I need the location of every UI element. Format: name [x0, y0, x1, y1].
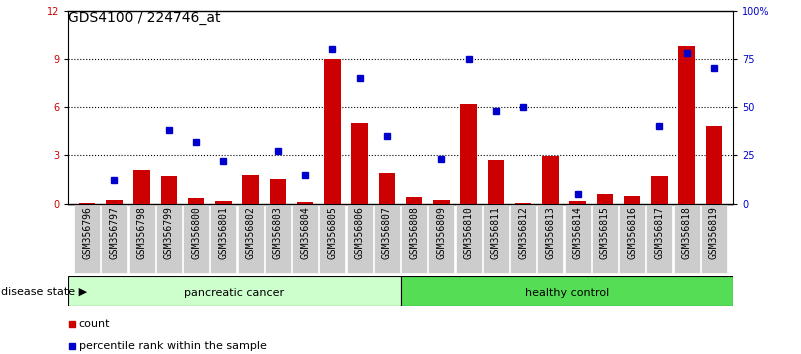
Text: GSM356810: GSM356810	[464, 206, 473, 259]
Bar	[433, 200, 449, 204]
Text: GSM356812: GSM356812	[518, 206, 528, 259]
Bar	[265, 205, 291, 273]
Bar	[537, 205, 563, 273]
Bar	[624, 196, 640, 204]
Text: GSM356816: GSM356816	[627, 206, 637, 259]
Text: GSM356805: GSM356805	[328, 206, 337, 259]
Bar	[565, 205, 590, 273]
Text: GSM356802: GSM356802	[246, 206, 256, 259]
Text: pancreatic cancer: pancreatic cancer	[184, 288, 284, 298]
Bar	[542, 156, 558, 204]
Bar	[79, 203, 95, 204]
Text: GSM356817: GSM356817	[654, 206, 664, 259]
Text: GSM356801: GSM356801	[219, 206, 228, 259]
Text: GSM356803: GSM356803	[273, 206, 283, 259]
Bar	[461, 104, 477, 204]
Bar	[74, 205, 100, 273]
Text: GSM356799: GSM356799	[164, 206, 174, 259]
Text: disease state ▶: disease state ▶	[1, 286, 87, 296]
Bar	[211, 205, 236, 273]
Text: GSM356807: GSM356807	[382, 206, 392, 259]
Bar	[597, 194, 613, 204]
Bar	[400, 276, 733, 306]
Bar	[297, 202, 313, 204]
Bar	[651, 176, 667, 204]
Text: GSM356806: GSM356806	[355, 206, 364, 259]
Text: GSM356819: GSM356819	[709, 206, 718, 259]
Text: GSM356809: GSM356809	[437, 206, 446, 259]
Bar	[101, 205, 127, 273]
Text: GSM356804: GSM356804	[300, 206, 310, 259]
Text: GSM356796: GSM356796	[83, 206, 92, 259]
Bar	[188, 198, 204, 204]
Bar	[134, 170, 150, 204]
Text: GSM356814: GSM356814	[573, 206, 582, 259]
Text: GSM356797: GSM356797	[110, 206, 119, 259]
Bar	[347, 205, 372, 273]
Bar	[483, 205, 509, 273]
Bar	[406, 197, 422, 204]
Text: GSM356818: GSM356818	[682, 206, 691, 259]
Bar	[129, 205, 155, 273]
Text: GSM356800: GSM356800	[191, 206, 201, 259]
Bar	[320, 205, 345, 273]
Bar	[488, 160, 504, 204]
Bar	[619, 205, 645, 273]
Bar	[515, 203, 531, 204]
Bar	[374, 205, 400, 273]
Bar	[401, 205, 427, 273]
Bar	[429, 205, 454, 273]
Bar	[68, 276, 400, 306]
Bar	[570, 201, 586, 204]
Text: healthy control: healthy control	[525, 288, 609, 298]
Bar	[674, 205, 700, 273]
Bar	[592, 205, 618, 273]
Bar	[215, 201, 231, 204]
Bar	[701, 205, 727, 273]
Bar	[243, 175, 259, 204]
Bar	[292, 205, 318, 273]
Bar	[646, 205, 672, 273]
Bar	[238, 205, 264, 273]
Bar	[270, 179, 286, 204]
Text: GDS4100 / 224746_at: GDS4100 / 224746_at	[68, 11, 220, 25]
Bar	[510, 205, 536, 273]
Bar	[678, 46, 694, 204]
Bar	[706, 126, 722, 204]
Bar	[156, 205, 182, 273]
Text: percentile rank within the sample: percentile rank within the sample	[78, 341, 267, 350]
Text: count: count	[78, 319, 111, 329]
Text: GSM356811: GSM356811	[491, 206, 501, 259]
Bar	[324, 59, 340, 204]
Bar	[161, 176, 177, 204]
Text: GSM356813: GSM356813	[545, 206, 555, 259]
Bar	[107, 200, 123, 204]
Text: GSM356798: GSM356798	[137, 206, 147, 259]
Bar	[352, 123, 368, 204]
Bar	[456, 205, 481, 273]
Text: GSM356815: GSM356815	[600, 206, 610, 259]
Text: GSM356808: GSM356808	[409, 206, 419, 259]
Bar	[379, 173, 395, 204]
Bar	[183, 205, 209, 273]
